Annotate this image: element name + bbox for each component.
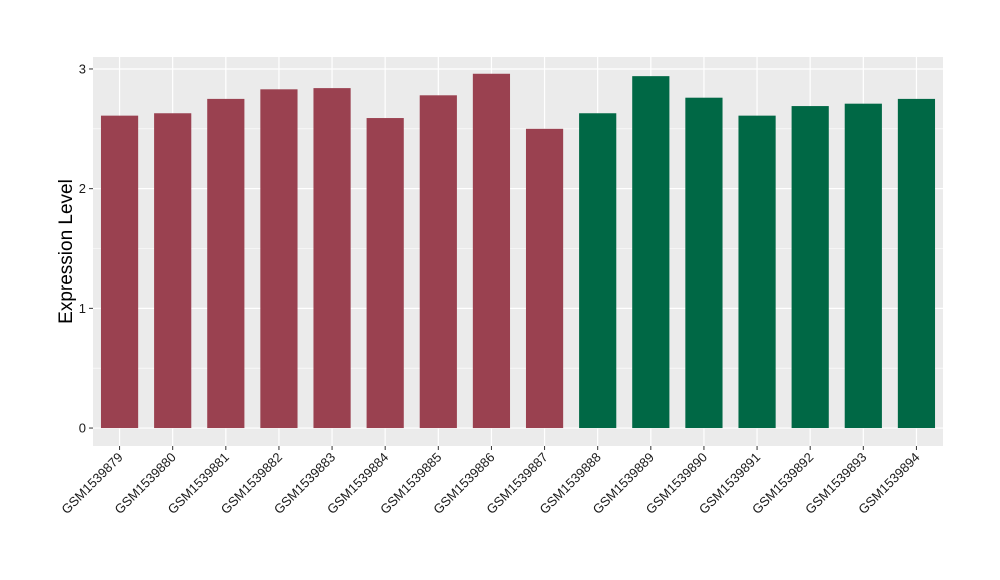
bar-GSM1539884 xyxy=(366,118,404,429)
bar-GSM1539883 xyxy=(313,88,351,429)
bar-GSM1539887 xyxy=(525,128,564,429)
bar-GSM1539886 xyxy=(472,73,511,429)
bar-GSM1539879 xyxy=(100,115,139,429)
bar-GSM1539888 xyxy=(579,113,617,429)
bar-GSM1539881 xyxy=(207,98,245,429)
y-tick-label: 3 xyxy=(79,61,86,76)
bar-GSM1539892 xyxy=(791,106,829,429)
y-axis-title: Expression Level xyxy=(56,179,77,324)
bar-GSM1539880 xyxy=(154,113,192,429)
y-tick-label: 2 xyxy=(79,181,86,196)
bars xyxy=(100,73,936,429)
bar-GSM1539891 xyxy=(738,115,776,429)
bar-GSM1539893 xyxy=(844,103,882,429)
y-tick-label: 1 xyxy=(79,301,86,316)
bar-GSM1539882 xyxy=(260,89,298,429)
bar-GSM1539885 xyxy=(419,95,457,429)
bar-GSM1539894 xyxy=(897,98,936,429)
y-tick-label: 0 xyxy=(79,421,86,436)
y-axis: 0 1 2 3 xyxy=(79,61,93,436)
bar-GSM1539890 xyxy=(685,97,723,429)
x-axis: GSM1539879GSM1539880GSM1539881GSM1539882… xyxy=(58,446,923,517)
bar-GSM1539889 xyxy=(632,76,670,429)
